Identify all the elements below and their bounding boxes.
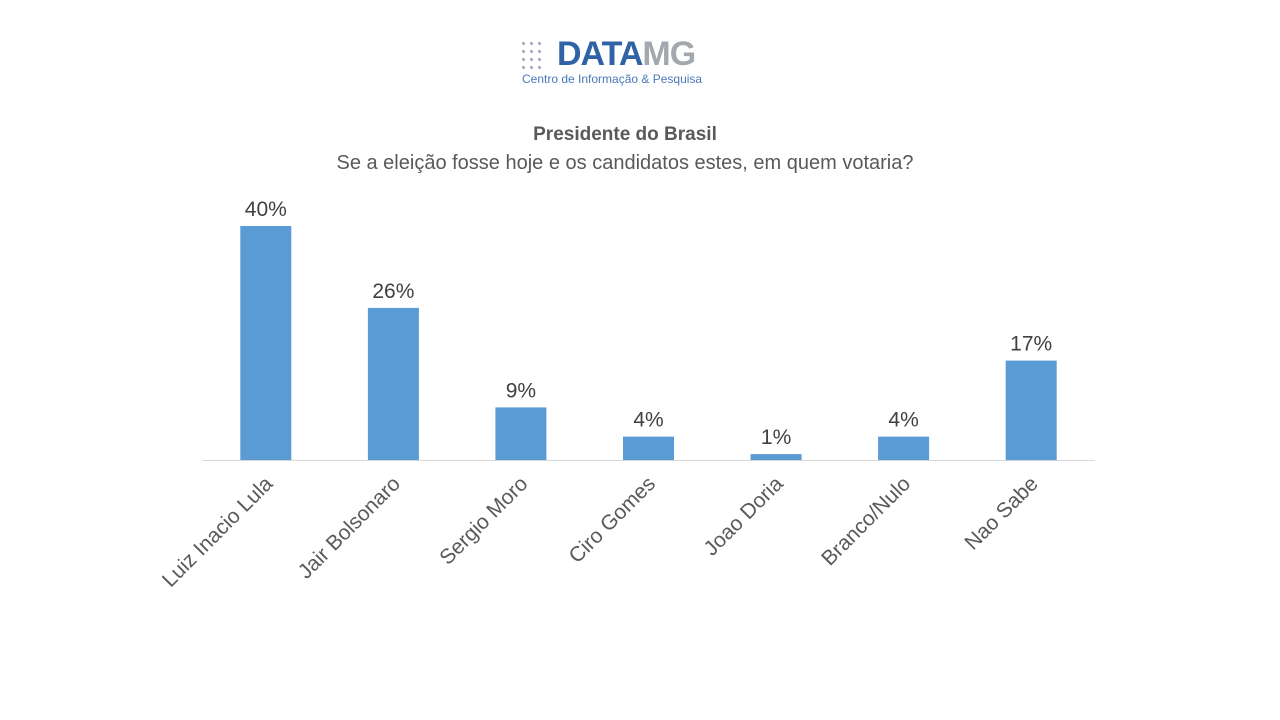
logo-tagline: Centro de Informação & Pesquisa <box>522 72 703 86</box>
data-label-1: 26% <box>372 280 414 303</box>
category-label-2: Sergio Moro <box>435 472 532 569</box>
logo-word-mg: MG <box>642 35 696 73</box>
data-label-0: 40% <box>245 198 287 221</box>
data-label-2: 9% <box>506 379 536 402</box>
logo-wordmark: DATAMG <box>557 34 696 74</box>
bar-5 <box>878 436 930 460</box>
datamg-logo: DATAMG Centro de Informação & Pesquisa <box>520 35 740 90</box>
bar-4 <box>750 454 802 460</box>
data-label-5: 4% <box>888 409 918 432</box>
logo-dot-grid-icon <box>520 40 550 70</box>
category-label-6: Nao Sabe <box>960 472 1042 554</box>
bar-1 <box>367 307 419 460</box>
data-label-3: 4% <box>633 409 663 432</box>
bar-0 <box>240 226 292 460</box>
data-label-6: 17% <box>1010 333 1052 356</box>
bar-2 <box>495 407 547 460</box>
chart-subtitle: Se a eleição fosse hoje e os candidatos … <box>336 152 914 174</box>
category-label-3: Ciro Gomes <box>565 472 660 567</box>
logo-word-data: DATA <box>557 35 643 73</box>
category-label-5: Branco/Nulo <box>817 472 915 570</box>
bar-6 <box>1005 360 1057 461</box>
category-label-1: Jair Bolsonaro <box>294 472 405 583</box>
category-label-0: Luiz Inacio Lula <box>158 472 278 592</box>
bars-group: 40% Luiz Inacio Lula 26% Jair Bolsonaro 9% Se… <box>158 198 1057 592</box>
data-label-4: 1% <box>761 426 791 449</box>
category-label-4: Joao Doria <box>700 472 788 560</box>
chart-title: Presidente do Brasil <box>533 124 717 145</box>
bar-3 <box>623 436 674 460</box>
